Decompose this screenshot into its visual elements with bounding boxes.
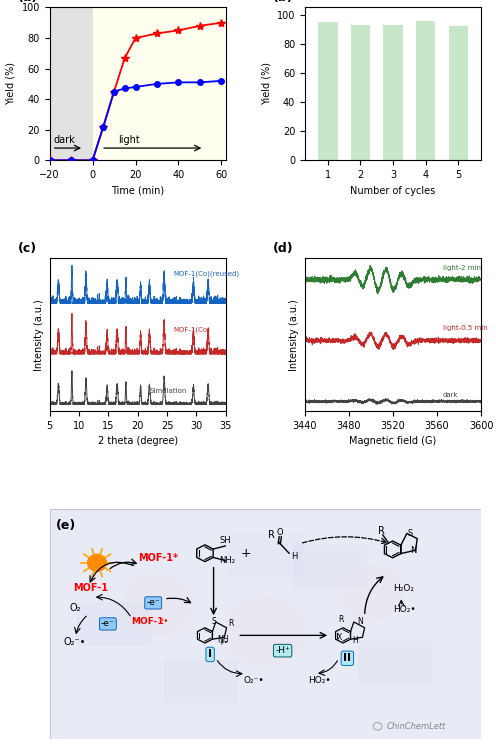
Text: N: N — [357, 617, 363, 626]
Text: -e⁻: -e⁻ — [101, 619, 115, 628]
Text: +•: +• — [218, 640, 228, 646]
Text: H: H — [291, 552, 298, 561]
Text: MOF-1(Co)(reused): MOF-1(Co)(reused) — [173, 271, 239, 278]
FancyBboxPatch shape — [164, 660, 237, 702]
FancyBboxPatch shape — [294, 545, 367, 588]
Text: R: R — [338, 615, 343, 624]
Text: +: + — [241, 547, 251, 560]
Bar — [50, 7, 93, 160]
Bar — [448, 26, 468, 160]
Text: ⁺•: ⁺• — [160, 617, 169, 626]
Text: O₂⁻•: O₂⁻• — [244, 676, 264, 685]
Text: HO₂•: HO₂• — [309, 676, 331, 685]
Text: Simulation: Simulation — [149, 388, 187, 394]
Bar — [318, 22, 338, 160]
Text: R: R — [229, 619, 234, 628]
Text: dark: dark — [442, 392, 458, 398]
X-axis label: Magnetic field (G): Magnetic field (G) — [349, 436, 436, 447]
Y-axis label: Yield (%): Yield (%) — [261, 63, 271, 105]
Text: I: I — [208, 650, 212, 659]
X-axis label: 2 theta (degree): 2 theta (degree) — [98, 436, 178, 447]
Text: (a): (a) — [18, 0, 38, 4]
Bar — [416, 21, 435, 160]
FancyBboxPatch shape — [358, 641, 432, 683]
FancyBboxPatch shape — [50, 510, 481, 739]
Bar — [383, 25, 403, 160]
Circle shape — [88, 554, 107, 571]
Text: X: X — [337, 633, 342, 642]
Text: HO₂•: HO₂• — [393, 606, 416, 615]
Text: (d): (d) — [273, 242, 294, 255]
Y-axis label: Intensity (a.u.): Intensity (a.u.) — [290, 299, 300, 371]
Text: S: S — [408, 529, 413, 538]
Text: dark: dark — [54, 136, 76, 145]
Text: -H⁺: -H⁺ — [275, 646, 290, 655]
X-axis label: Time (min): Time (min) — [111, 186, 164, 195]
Bar — [351, 25, 370, 160]
Text: (b): (b) — [273, 0, 294, 4]
Bar — [93, 7, 226, 160]
Text: N: N — [410, 546, 417, 555]
Text: light-0.5 min: light-0.5 min — [442, 325, 488, 331]
Text: O₂: O₂ — [69, 603, 80, 612]
Circle shape — [227, 597, 304, 666]
Text: R: R — [377, 526, 384, 536]
Text: H₂O₂: H₂O₂ — [393, 584, 414, 593]
Y-axis label: Yield (%): Yield (%) — [6, 63, 16, 105]
FancyBboxPatch shape — [78, 603, 151, 645]
Text: MOF-1: MOF-1 — [131, 617, 164, 626]
Circle shape — [343, 567, 403, 620]
Text: S: S — [211, 617, 216, 626]
X-axis label: Number of cycles: Number of cycles — [351, 186, 435, 195]
Text: R: R — [267, 530, 274, 540]
FancyBboxPatch shape — [229, 534, 302, 576]
Text: O₂⁻•: O₂⁻• — [63, 637, 86, 647]
Text: SH: SH — [219, 536, 231, 545]
Text: H: H — [353, 636, 358, 645]
Text: MOF-1: MOF-1 — [73, 583, 108, 593]
Circle shape — [123, 574, 192, 636]
Text: MOF-1(Co): MOF-1(Co) — [173, 327, 210, 333]
Text: (c): (c) — [18, 242, 37, 255]
Text: (e): (e) — [56, 518, 76, 532]
Text: II: II — [343, 653, 351, 663]
Text: NH: NH — [217, 636, 229, 645]
Text: NH₂: NH₂ — [219, 556, 235, 565]
Text: O: O — [276, 528, 283, 537]
Text: MOF-1*: MOF-1* — [138, 553, 178, 563]
Text: light-2 min: light-2 min — [442, 265, 481, 271]
Text: ChinChemLett: ChinChemLett — [386, 722, 445, 731]
Y-axis label: Intensity (a.u.): Intensity (a.u.) — [34, 299, 44, 371]
Text: -e⁻: -e⁻ — [146, 598, 160, 607]
Text: light: light — [119, 136, 140, 145]
